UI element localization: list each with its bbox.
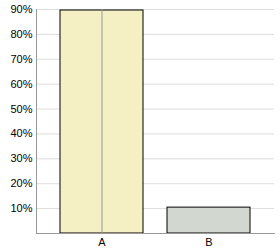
svg-text:B: B	[205, 236, 212, 248]
svg-text:A: A	[98, 236, 106, 248]
svg-text:90%: 90%	[10, 3, 32, 15]
svg-text:10%: 10%	[10, 202, 32, 214]
svg-text:70%: 70%	[10, 53, 32, 65]
svg-text:60%: 60%	[10, 78, 32, 90]
svg-text:30%: 30%	[10, 152, 32, 164]
svg-text:80%: 80%	[10, 28, 32, 40]
svg-text:40%: 40%	[10, 127, 32, 139]
svg-text:20%: 20%	[10, 177, 32, 189]
svg-text:50%: 50%	[10, 103, 32, 115]
